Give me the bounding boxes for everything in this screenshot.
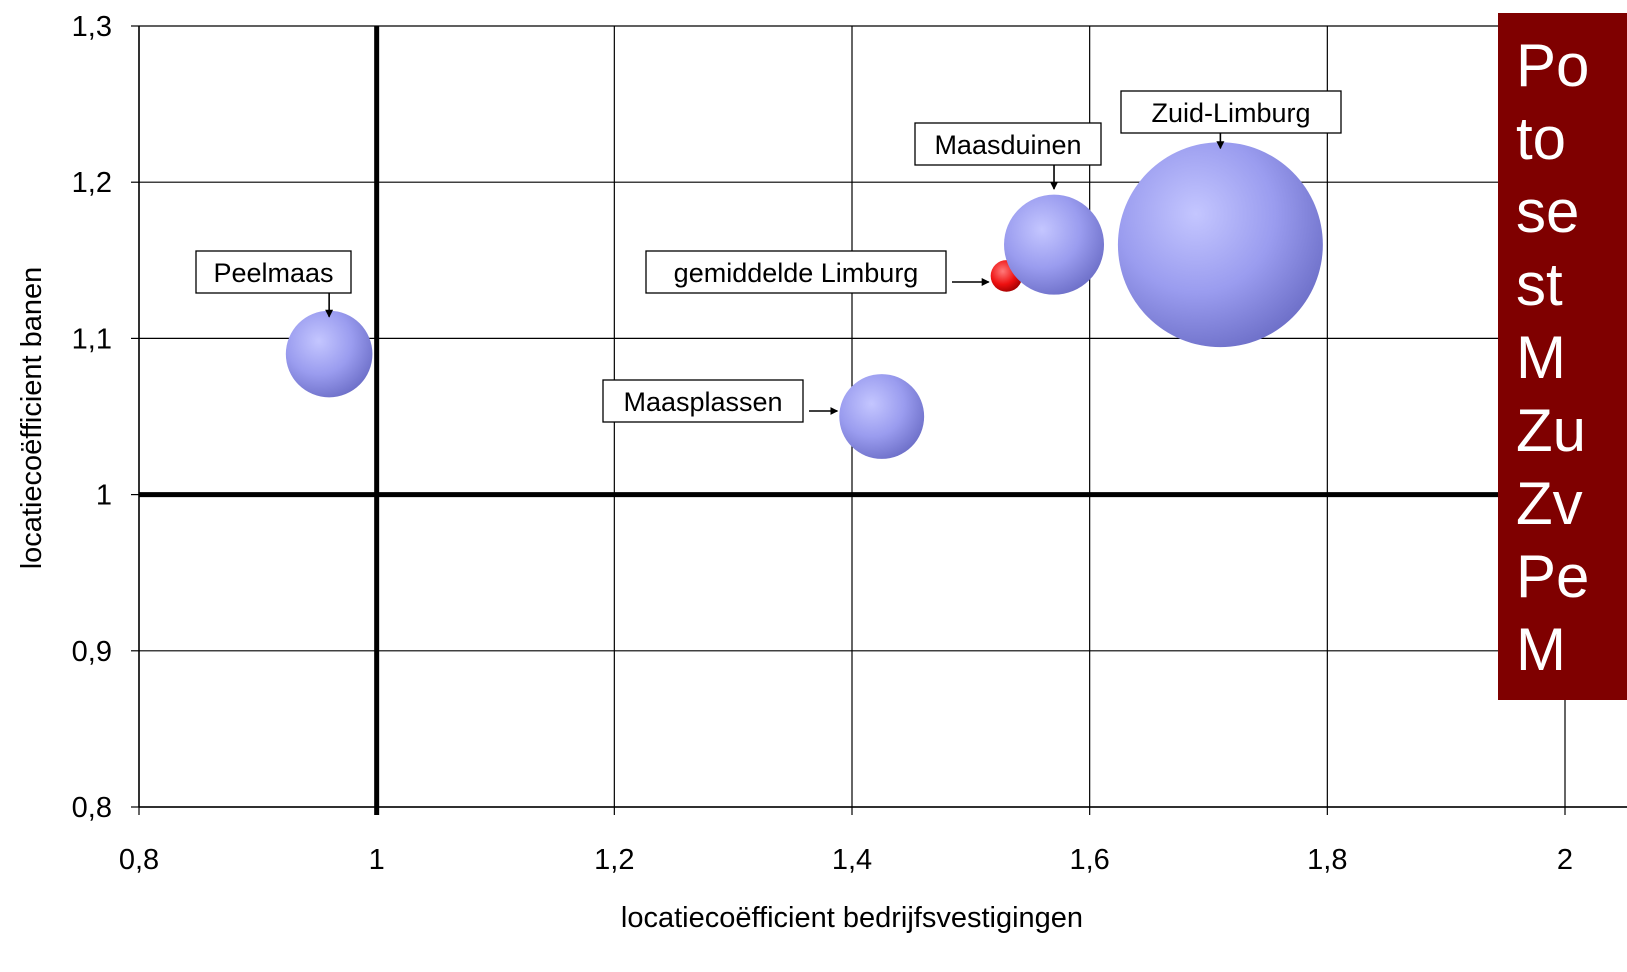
bubbles bbox=[285, 142, 1323, 459]
y-tick-label: 0,8 bbox=[72, 792, 112, 824]
bubble-zuid-limburg bbox=[1117, 142, 1323, 348]
y-tick-label: 0,9 bbox=[72, 636, 112, 668]
x-axis-ticks: 0,8 1 1,2 1,4 1,6 1,8 2 bbox=[119, 807, 1573, 876]
y-tick-label: 1,2 bbox=[72, 167, 112, 199]
side-panel-background bbox=[1498, 13, 1627, 700]
side-panel-line: se bbox=[1516, 178, 1579, 245]
bubble-peelmaas bbox=[285, 310, 373, 398]
side-panel-line: Po bbox=[1516, 32, 1589, 99]
annotation-box bbox=[195, 250, 352, 294]
bubble-maasduinen bbox=[1004, 194, 1105, 295]
side-panel-line: st bbox=[1516, 251, 1563, 318]
x-axis-title: locatiecoëfficient bedrijfsvestigingen bbox=[621, 902, 1083, 934]
x-tick-label: 1,2 bbox=[594, 844, 634, 876]
x-tick-label: 1,8 bbox=[1307, 844, 1347, 876]
annotation-label: Maasduinen bbox=[934, 130, 1081, 160]
side-panel-line: Pe bbox=[1516, 543, 1589, 610]
y-tick-label: 1,3 bbox=[72, 11, 112, 43]
annotation-box bbox=[645, 250, 947, 294]
x-tick-label: 1,4 bbox=[832, 844, 872, 876]
point-annotations: Peelmaas Maasplassen gemiddelde Limburg Maa… bbox=[195, 90, 1342, 423]
annotation-label: Peelmaas bbox=[213, 258, 333, 288]
plot-frame bbox=[138, 26, 1627, 808]
x-tick-label: 0,8 bbox=[119, 844, 159, 876]
annotation-label: Zuid-Limburg bbox=[1151, 98, 1310, 128]
annotation-box bbox=[1120, 90, 1342, 134]
y-tick-label: 1 bbox=[96, 480, 112, 512]
annotation-label: Maasplassen bbox=[623, 387, 782, 417]
y-tick-label: 1,1 bbox=[72, 323, 112, 355]
x-tick-label: 1 bbox=[369, 844, 385, 876]
side-panel-line: to bbox=[1516, 105, 1566, 172]
x-tick-label: 2 bbox=[1557, 844, 1573, 876]
y-axis-ticks: 0,8 0,9 1 1,1 1,2 1,3 bbox=[72, 11, 139, 824]
x-tick-label: 1,6 bbox=[1070, 844, 1110, 876]
reference-lines bbox=[139, 26, 1627, 815]
side-panel-line: M bbox=[1516, 324, 1566, 391]
annotation-box bbox=[914, 122, 1102, 166]
annotation-box bbox=[602, 379, 804, 423]
side-panel-line: M bbox=[1516, 616, 1566, 683]
y-axis-title: locatiecoëfficient banen bbox=[16, 267, 48, 570]
side-panel-line: Zu bbox=[1516, 397, 1586, 464]
bubble-maasplassen bbox=[839, 374, 925, 459]
annotation-label: gemiddelde Limburg bbox=[674, 258, 919, 288]
side-panel-line: Zv bbox=[1516, 470, 1583, 537]
